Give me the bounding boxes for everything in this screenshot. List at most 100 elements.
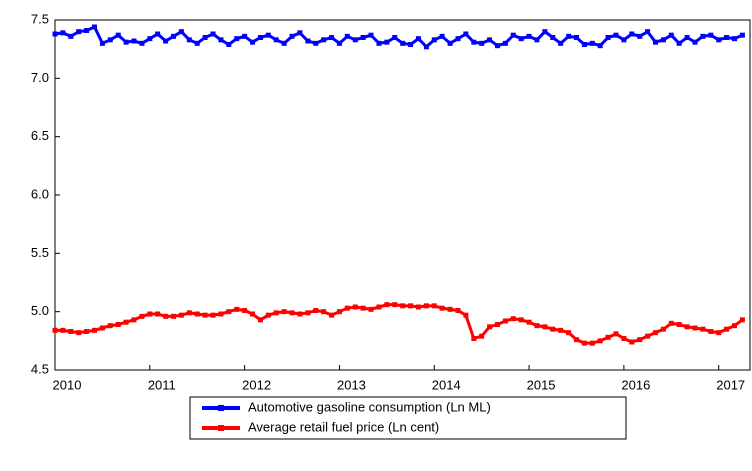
x-tick-label: 2013: [337, 377, 366, 392]
data-point: [368, 32, 374, 38]
data-point: [131, 317, 137, 323]
data-point: [352, 37, 358, 43]
data-point: [684, 324, 690, 330]
data-point: [605, 35, 611, 40]
data-point: [518, 317, 524, 323]
data-point: [487, 37, 493, 43]
data-point: [313, 308, 319, 313]
data-point: [194, 40, 200, 46]
data-point: [60, 30, 66, 36]
data-point: [384, 39, 390, 45]
data-point: [257, 35, 263, 40]
data-point: [155, 31, 161, 37]
y-tick-label: 6.5: [31, 128, 49, 143]
data-point: [400, 303, 406, 309]
data-point: [123, 319, 129, 325]
data-point: [321, 37, 327, 43]
data-point: [384, 302, 390, 308]
data-point: [526, 33, 532, 39]
data-point: [479, 40, 485, 46]
data-point: [700, 33, 706, 39]
data-point: [92, 24, 98, 30]
data-point: [566, 33, 572, 39]
data-point: [147, 36, 153, 42]
data-point: [408, 42, 414, 47]
data-point: [550, 326, 556, 332]
data-point: [447, 40, 453, 46]
data-point: [218, 37, 224, 43]
data-point: [613, 331, 619, 337]
data-point: [171, 33, 177, 39]
data-point: [115, 322, 121, 327]
data-point: [479, 333, 485, 339]
data-point: [637, 337, 643, 343]
data-point: [739, 317, 745, 323]
data-point: [739, 32, 745, 38]
series-line: [55, 303, 744, 345]
data-point: [92, 327, 98, 333]
data-point: [265, 312, 271, 318]
data-point: [273, 37, 279, 43]
data-point: [186, 310, 192, 316]
data-point: [558, 327, 564, 333]
data-point: [637, 33, 643, 39]
y-tick-label: 4.5: [31, 361, 49, 376]
data-point: [471, 39, 477, 45]
data-point: [668, 32, 674, 38]
data-point: [273, 310, 279, 316]
y-tick-label: 5.5: [31, 245, 49, 260]
y-tick-label: 6.0: [31, 186, 49, 201]
data-point: [629, 339, 635, 345]
data-point: [415, 304, 421, 310]
data-point: [392, 302, 398, 308]
legend-box: [189, 396, 627, 440]
data-point: [724, 326, 730, 332]
data-point: [313, 40, 319, 46]
data-point: [408, 303, 414, 309]
data-point: [76, 29, 82, 35]
data-point: [99, 40, 105, 46]
data-point: [289, 33, 295, 39]
data-point: [376, 304, 382, 310]
data-point: [455, 308, 461, 313]
data-point: [716, 37, 722, 43]
y-tick-label: 7.5: [31, 11, 49, 26]
data-point: [131, 38, 137, 44]
data-point: [573, 337, 579, 343]
x-tick-label: 2016: [621, 377, 650, 392]
data-point: [344, 305, 350, 311]
x-tick-label: 2011: [148, 377, 176, 392]
data-point: [76, 330, 82, 336]
data-point: [178, 312, 184, 318]
data-point: [447, 306, 453, 312]
legend-marker: [218, 405, 224, 411]
data-point: [708, 32, 714, 38]
data-point: [178, 29, 184, 35]
data-point: [163, 38, 169, 44]
data-point: [321, 309, 327, 315]
y-tick-label: 7.0: [31, 70, 49, 85]
data-point: [439, 305, 445, 311]
data-point: [676, 322, 682, 327]
data-point: [218, 311, 224, 317]
data-point: [329, 35, 335, 40]
data-point: [52, 327, 58, 333]
y-tick-label: 5.0: [31, 303, 49, 318]
data-point: [297, 30, 303, 36]
data-point: [115, 32, 121, 38]
data-point: [589, 340, 595, 346]
data-point: [629, 31, 635, 37]
data-point: [668, 320, 674, 326]
data-point: [107, 323, 113, 329]
data-point: [502, 40, 508, 46]
data-point: [99, 325, 105, 331]
data-point: [487, 324, 493, 330]
data-point: [676, 40, 682, 46]
data-point: [336, 40, 342, 46]
data-point: [210, 312, 216, 318]
data-point: [566, 330, 572, 336]
data-point: [495, 322, 501, 327]
data-point: [724, 35, 730, 40]
data-point: [605, 334, 611, 340]
